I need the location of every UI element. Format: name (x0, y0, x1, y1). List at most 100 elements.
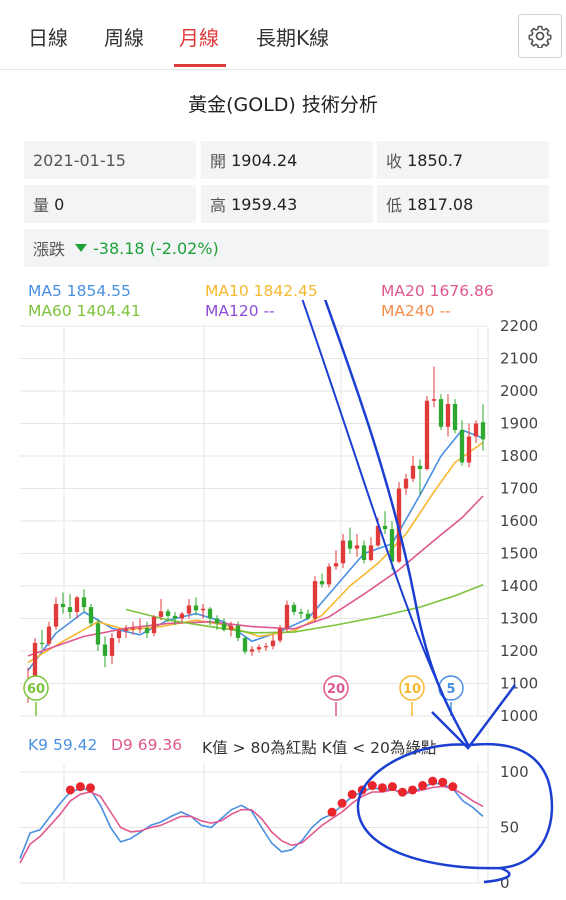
candle (207, 607, 213, 625)
annotation-circle-kd (356, 742, 554, 884)
candle-body (333, 563, 339, 567)
volume-value: 0 (54, 194, 65, 214)
candle (249, 646, 255, 656)
candle-body (158, 611, 164, 617)
ma-start-marker-5: 5 (438, 675, 464, 716)
price-y-tick-label: 1400 (500, 577, 538, 595)
candle (88, 603, 94, 627)
candle (361, 540, 367, 564)
info-close: 收 1850.7 (377, 141, 549, 179)
candle-body (81, 597, 87, 608)
candle (214, 615, 220, 630)
info-open: 開 1904.24 (201, 141, 373, 179)
price-y-tick-label: 2100 (500, 350, 538, 368)
ma240-legend: MA240 -- (381, 302, 451, 320)
k-overbought-dot (387, 782, 397, 792)
candle (95, 618, 101, 651)
candle (151, 615, 157, 637)
candle (424, 395, 430, 471)
candle (473, 420, 479, 443)
candle-body (46, 626, 52, 644)
tab-long-term[interactable]: 長期K線 (256, 26, 330, 50)
k9-legend: K9 59.42 (28, 736, 97, 754)
candle-body (368, 545, 374, 560)
candle (459, 420, 465, 466)
candle-body (347, 540, 353, 549)
candle-body (473, 423, 479, 437)
candle (102, 636, 108, 668)
k-overbought-dot (448, 782, 458, 792)
price-y-tick-label: 1200 (500, 642, 538, 660)
kd-y-tick-label: 50 (500, 819, 519, 837)
candle (137, 618, 143, 634)
candle (333, 550, 339, 570)
candle-body (438, 399, 444, 427)
tab-daily[interactable]: 日線 (28, 26, 68, 50)
candle (298, 608, 304, 619)
marker-circle (399, 675, 425, 701)
candle (382, 511, 388, 534)
candle (158, 599, 164, 621)
k-overbought-dot (408, 785, 418, 795)
candle (109, 633, 115, 664)
info-volume: 量 0 (24, 185, 196, 223)
price-y-tick-label: 2000 (500, 382, 538, 400)
price-y-tick-label: 1600 (500, 512, 538, 530)
candle-body (417, 465, 423, 469)
price-chart[interactable]: 60 20 10 5 10001100120013001400150016001700… (0, 300, 566, 900)
candle (340, 534, 346, 569)
candle (186, 599, 192, 619)
ma10-label: MA10 (205, 282, 249, 300)
candle-body (67, 607, 73, 612)
marker-label: 5 (446, 682, 455, 697)
candle-body (193, 605, 199, 611)
candle-body (32, 642, 38, 690)
price-y-tick-label: 1800 (500, 447, 538, 465)
k-overbought-dot (337, 798, 347, 808)
date-value: 2021-01-15 (33, 150, 126, 170)
candle (263, 642, 269, 651)
candle (417, 459, 423, 495)
marker-label: 60 (27, 682, 45, 697)
ma120-legend: MA120 -- (205, 302, 275, 320)
ma-line-ma60 (125, 583, 484, 634)
candle-body (242, 638, 248, 652)
candle (81, 589, 87, 612)
candle-body (53, 603, 59, 627)
candle (256, 644, 262, 653)
k-overbought-dot (397, 787, 407, 797)
settings-button[interactable] (518, 14, 562, 58)
candle (228, 621, 234, 637)
candle-body (200, 608, 206, 611)
candle-body (403, 478, 409, 489)
d9-value: 69.36 (137, 736, 183, 754)
candle (123, 625, 129, 638)
candle (60, 592, 66, 614)
candle-body (389, 529, 395, 562)
k9-value: 59.42 (52, 736, 98, 754)
ma-start-marker-10: 10 (399, 675, 425, 716)
ma60-legend: MA60 1404.41 (28, 302, 141, 320)
candle (67, 594, 73, 619)
candle-body (130, 628, 136, 630)
candle-body (74, 597, 80, 612)
change-label: 漲跌 (33, 240, 66, 259)
candle (165, 608, 171, 622)
kd-y-tick-label: 100 (500, 763, 529, 781)
info-low: 低 1817.08 (377, 185, 549, 223)
active-tab-indicator (174, 64, 226, 67)
tab-monthly[interactable]: 月線 (179, 26, 219, 50)
ma-start-marker-20: 20 (323, 675, 349, 716)
k-overbought-dot (438, 777, 448, 787)
candle (445, 394, 451, 437)
tab-weekly[interactable]: 周線 (104, 26, 144, 50)
candle (221, 618, 227, 632)
ma20-label: MA20 (381, 282, 425, 300)
d9-legend: D9 69.36 (111, 736, 182, 754)
candle (179, 612, 185, 624)
candle (305, 609, 311, 621)
candle-body (319, 581, 325, 585)
candle (319, 573, 325, 588)
candle (172, 612, 178, 625)
change-value: -38.18 (-2.02%) (93, 238, 219, 258)
